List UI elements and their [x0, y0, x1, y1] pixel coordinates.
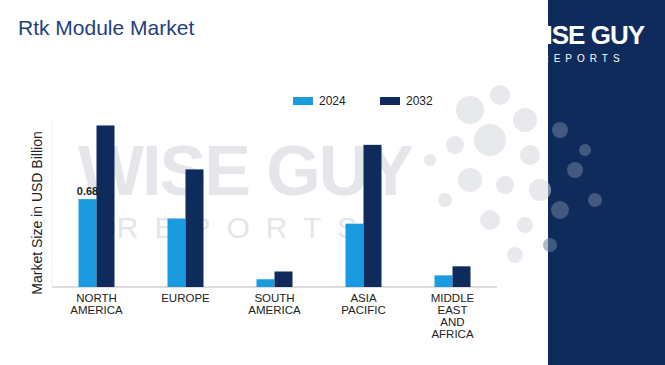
background — [0, 0, 665, 365]
x-tick-label-line: AND — [440, 316, 464, 328]
title: Rtk Module Market — [18, 16, 194, 39]
decor-dot — [424, 154, 436, 166]
x-tick-label-line: AMERICA — [70, 304, 123, 316]
decor-dot — [543, 238, 557, 252]
bar — [97, 125, 115, 287]
decor-dot — [551, 201, 569, 219]
x-tick-label-line: PACIFIC — [341, 304, 386, 316]
decor-dot — [496, 176, 514, 194]
decor-dot — [456, 96, 484, 124]
decor-dot — [480, 210, 500, 230]
x-tick-label-line: SOUTH — [254, 292, 294, 304]
legend-label: 2024 — [319, 94, 346, 108]
decor-dot — [567, 162, 583, 178]
x-tick-label: SOUTHAMERICA — [248, 292, 301, 316]
decor-dot — [513, 108, 537, 132]
decor-dot — [438, 193, 452, 207]
x-tick-label-line: NORTH — [76, 292, 117, 304]
decoration — [424, 85, 602, 263]
chart-root: WISE GUYREPORTSWISE GUYREPORTSRtk Module… — [0, 0, 665, 365]
watermark-sub: REPORTS — [117, 211, 373, 244]
x-tick-label-line: EAST — [437, 304, 467, 316]
x-tick-label: EUROPE — [161, 292, 210, 304]
logo-subtext: REPORTS — [541, 53, 624, 64]
x-tick-label-line: EUROPE — [161, 292, 210, 304]
decor-dot — [520, 145, 540, 165]
decor-dot — [474, 124, 506, 156]
legend-swatch — [380, 97, 400, 105]
data-labels: 0.68 — [77, 185, 98, 197]
bar — [275, 271, 293, 287]
x-tick-label-line: AFRICA — [431, 328, 474, 340]
x-tick-label-line: MIDDLE — [431, 292, 475, 304]
y-range-line — [52, 119, 53, 287]
legend-swatch — [293, 97, 313, 105]
x-tick-label: ASIAPACIFIC — [341, 292, 386, 316]
decor-dot — [529, 179, 551, 201]
decor-dot — [588, 193, 602, 207]
bar — [257, 279, 275, 287]
logo-text: WISE GUY — [522, 20, 645, 50]
bar — [435, 275, 453, 287]
decor-dot — [517, 217, 533, 233]
bar — [79, 199, 97, 287]
decor-dot — [552, 122, 568, 138]
decor-dot — [579, 144, 591, 156]
decor-dot — [446, 136, 464, 154]
x-tick-label-line: ASIA — [350, 292, 377, 304]
x-tick-label: MIDDLEEASTANDAFRICA — [431, 292, 475, 340]
data-label: 0.68 — [77, 185, 98, 197]
x-tick-label: NORTHAMERICA — [70, 292, 123, 316]
decor-dot — [458, 168, 482, 192]
bar — [168, 219, 186, 287]
decor-dot — [490, 85, 510, 105]
decor-dot — [507, 247, 523, 263]
chart-svg: WISE GUYREPORTSWISE GUYREPORTSRtk Module… — [0, 0, 665, 365]
bar — [364, 145, 382, 287]
y-axis-label: Market Size in USD Billion — [29, 131, 45, 294]
bars — [79, 125, 471, 287]
watermark: WISE GUY — [78, 132, 413, 210]
bar — [346, 224, 364, 287]
legend-label: 2032 — [406, 94, 433, 108]
x-tick-label-line: AMERICA — [248, 304, 301, 316]
bar — [453, 266, 471, 287]
bar — [186, 169, 204, 287]
